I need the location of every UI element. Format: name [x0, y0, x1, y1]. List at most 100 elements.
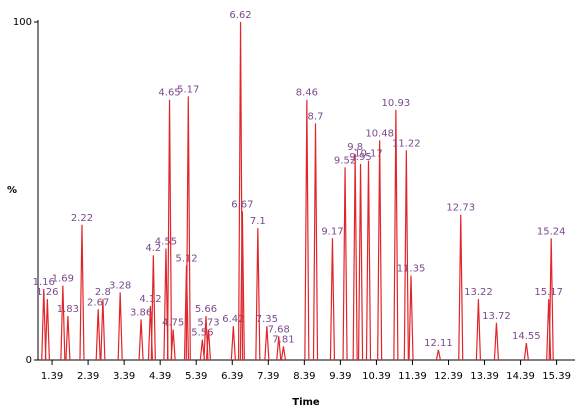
peak-label: 5.66 — [195, 304, 217, 315]
peak-label: 1.16 — [33, 277, 55, 288]
peak-label: 1.83 — [57, 304, 79, 315]
y-axis-label: % — [7, 185, 17, 196]
peak — [170, 329, 176, 361]
y-tick-label: 100 — [13, 17, 32, 28]
x-tick-label: 13.39 — [470, 371, 499, 382]
peak-label: 7.68 — [268, 324, 290, 335]
peak-label: 5.73 — [197, 318, 219, 329]
peak-label: 14.55 — [512, 331, 541, 342]
peak — [41, 289, 47, 361]
peak — [377, 140, 383, 361]
x-tick-label: 15.39 — [542, 371, 571, 382]
x-tick-label: 10.39 — [362, 371, 391, 382]
peak — [365, 160, 372, 361]
peak-label: 15.17 — [534, 287, 563, 298]
peak — [166, 99, 173, 361]
peak-label: 9.8 — [347, 142, 363, 153]
peak-label: 15.24 — [537, 226, 566, 237]
peak — [403, 150, 409, 361]
x-tick-label: 7.39 — [257, 371, 279, 382]
peak — [475, 299, 482, 361]
peak-label: 7.81 — [272, 334, 294, 345]
peak-label: 1.26 — [36, 287, 58, 298]
x-tick-label: 3.39 — [113, 371, 135, 382]
peak — [255, 228, 261, 361]
peak-label: 11.22 — [392, 138, 421, 149]
peak-label: 12.73 — [446, 203, 475, 214]
peak — [493, 322, 500, 361]
peak — [65, 316, 71, 361]
peak-label: 7.35 — [256, 314, 278, 325]
peak-label: 3.86 — [130, 307, 152, 318]
x-tick-label: 12.39 — [434, 371, 463, 382]
peak — [342, 167, 348, 361]
x-tick-label: 1.39 — [41, 371, 63, 382]
peak-label: 13.22 — [464, 287, 493, 298]
x-tick-label: 9.39 — [329, 371, 351, 382]
peak — [458, 214, 464, 361]
peak — [264, 326, 270, 361]
peak-label: 3.28 — [109, 280, 131, 291]
x-tick-label: 11.39 — [398, 371, 427, 382]
peak — [230, 326, 236, 361]
peak — [44, 299, 50, 361]
peak-label: 7.1 — [250, 216, 266, 227]
peak-label: 6.67 — [231, 199, 253, 210]
x-tick-label: 4.39 — [149, 371, 171, 382]
peak-label: 4.75 — [162, 318, 184, 329]
peak — [352, 153, 358, 361]
peak — [185, 96, 191, 361]
peak — [95, 309, 101, 361]
peak — [357, 163, 364, 361]
peak — [304, 99, 310, 361]
peak-label: 9.17 — [321, 226, 343, 237]
peak-label: 2.8 — [95, 287, 111, 298]
peak — [60, 285, 66, 361]
peak-label: 12.11 — [424, 338, 453, 349]
peak-label: 6.42 — [222, 314, 244, 325]
peak — [276, 336, 282, 361]
x-tick-label: 6.39 — [221, 371, 243, 382]
peak-label: 8.46 — [296, 88, 318, 99]
peak — [329, 238, 336, 361]
peak — [100, 299, 106, 361]
peak — [138, 319, 144, 361]
peak — [239, 211, 245, 361]
peak — [205, 329, 212, 361]
peak-label: 4.65 — [158, 88, 180, 99]
x-tick-label: 8.39 — [293, 371, 315, 382]
peak — [312, 123, 319, 361]
peak-label: 4.12 — [139, 294, 161, 305]
peak-label: 10.93 — [382, 98, 411, 109]
peak-label: 5.56 — [191, 328, 213, 339]
x-axis-label: Time — [292, 397, 320, 408]
peak — [393, 109, 399, 361]
x-tick-label: 14.39 — [506, 371, 535, 382]
peak — [435, 349, 441, 361]
peak — [408, 275, 414, 361]
peak — [280, 346, 287, 361]
peak-label: 9.52 — [334, 155, 356, 166]
peak-label: 1.69 — [52, 274, 74, 285]
peak — [523, 343, 529, 361]
peak — [79, 224, 85, 361]
peak-label: 11.35 — [397, 264, 426, 275]
peak-label: 5.17 — [177, 84, 199, 95]
peak-label: 4.55 — [155, 236, 177, 247]
peak — [150, 255, 156, 361]
peak-label: 6.62 — [229, 10, 251, 21]
x-tick-label: 5.39 — [185, 371, 207, 382]
peak — [117, 292, 123, 361]
peak-label: 13.72 — [482, 311, 511, 322]
peak — [548, 238, 554, 361]
peak-label: 2.22 — [71, 213, 93, 224]
peak-label: 10.48 — [365, 128, 394, 139]
peak-label: 2.67 — [87, 297, 109, 308]
peak-label: 4.2 — [145, 243, 161, 254]
peak-label: 9.95 — [349, 152, 371, 163]
x-tick-label: 2.39 — [77, 371, 99, 382]
peak-label: 8.7 — [308, 111, 324, 122]
peak-label: 10.17 — [354, 149, 383, 160]
y-tick-label: 0 — [26, 355, 32, 366]
